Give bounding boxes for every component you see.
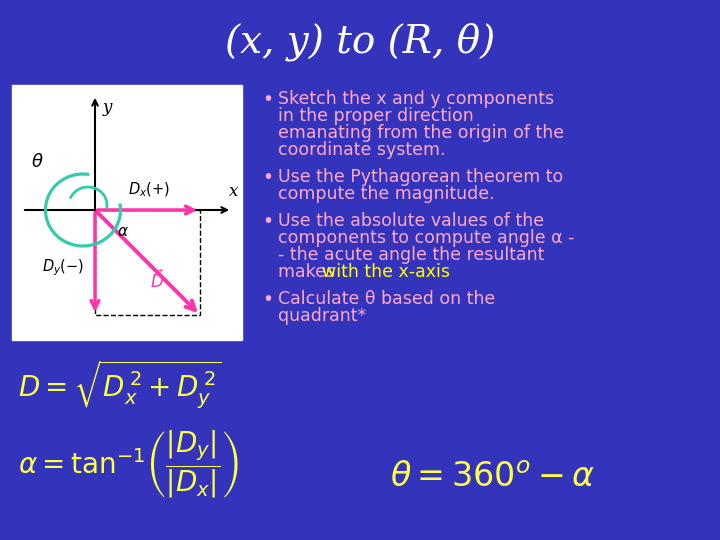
Text: emanating from the origin of the: emanating from the origin of the — [278, 124, 564, 142]
Text: $\alpha = \tan^{-1}\!\left(\dfrac{|D_y|}{|D_x|}\right)$: $\alpha = \tan^{-1}\!\left(\dfrac{|D_y|}… — [18, 428, 239, 500]
Text: Use the Pythagorean theorem to: Use the Pythagorean theorem to — [278, 168, 563, 186]
Text: coordinate system.: coordinate system. — [278, 141, 446, 159]
Text: - the acute angle the resultant: - the acute angle the resultant — [278, 246, 544, 264]
Text: •: • — [262, 212, 273, 231]
Text: (x, y) to (R, θ): (x, y) to (R, θ) — [225, 23, 495, 61]
Text: y: y — [103, 99, 112, 116]
Text: with the x-axis: with the x-axis — [322, 263, 450, 281]
Text: Use the absolute values of the: Use the absolute values of the — [278, 212, 544, 230]
Text: makes: makes — [278, 263, 341, 281]
Text: $\theta = 360^o - \alpha$: $\theta = 360^o - \alpha$ — [390, 462, 595, 494]
Text: $\vec{D}$: $\vec{D}$ — [150, 269, 164, 292]
Text: in the proper direction: in the proper direction — [278, 107, 474, 125]
Text: $D = \sqrt{D_x^{\,2} + D_y^{\,2}}$: $D = \sqrt{D_x^{\,2} + D_y^{\,2}}$ — [18, 358, 222, 410]
Text: $D_x(+)$: $D_x(+)$ — [128, 181, 171, 199]
Text: Calculate θ based on the: Calculate θ based on the — [278, 290, 495, 308]
Text: $\theta$: $\theta$ — [31, 153, 43, 171]
Text: •: • — [262, 90, 273, 109]
Text: compute the magnitude.: compute the magnitude. — [278, 185, 495, 203]
Bar — [12, 85, 242, 340]
Text: $\alpha$: $\alpha$ — [117, 225, 129, 239]
Text: x: x — [229, 183, 239, 200]
Text: Sketch the x and y components: Sketch the x and y components — [278, 90, 554, 108]
Text: •: • — [262, 290, 273, 309]
Text: •: • — [262, 168, 273, 187]
Text: components to compute angle α -: components to compute angle α - — [278, 229, 575, 247]
Text: quadrant*: quadrant* — [278, 307, 366, 325]
Bar — [95, 210, 200, 315]
Text: $D_y(-)$: $D_y(-)$ — [42, 257, 84, 278]
